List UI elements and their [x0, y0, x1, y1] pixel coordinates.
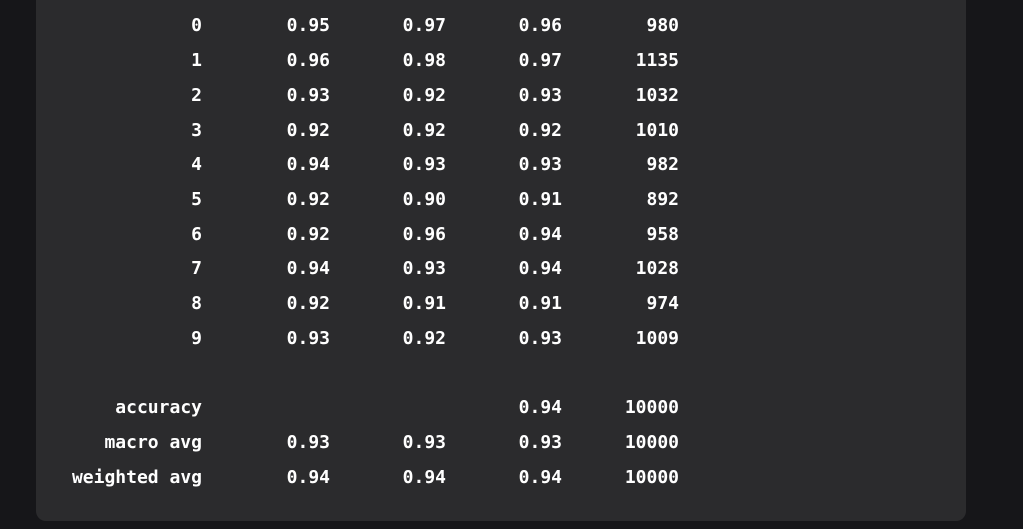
support-value: 958 — [646, 224, 679, 245]
support-value: 10000 — [624, 397, 679, 418]
recall-value: 0.97 — [402, 15, 446, 36]
support-value: 10000 — [624, 432, 679, 453]
precision-value: 0.93 — [286, 328, 330, 349]
f1-score-value: 0.94 — [518, 224, 562, 245]
report-row-class-4: 4 0.94 0.93 0.93 982 — [0, 153, 1023, 177]
summary-label: weighted avg — [71, 467, 202, 488]
report-row-class-5: 5 0.92 0.90 0.91 892 — [0, 188, 1023, 212]
report-row-weighted-avg: weighted avg 0.94 0.94 0.94 10000 — [0, 466, 1023, 490]
report-row-class-1: 1 0.96 0.98 0.97 1135 — [0, 49, 1023, 73]
class-label: 5 — [191, 189, 202, 210]
f1-score-value: 0.94 — [518, 258, 562, 279]
f1-score-value: 0.93 — [518, 432, 562, 453]
code-output-panel — [36, 0, 966, 521]
report-row-class-2: 2 0.93 0.92 0.93 1032 — [0, 84, 1023, 108]
recall-value: 0.98 — [402, 50, 446, 71]
f1-score-value: 0.93 — [518, 154, 562, 175]
precision-value: 0.94 — [286, 154, 330, 175]
class-label: 1 — [191, 50, 202, 71]
precision-value: 0.92 — [286, 120, 330, 141]
class-label: 6 — [191, 224, 202, 245]
recall-value: 0.93 — [402, 154, 446, 175]
precision-value: 0.92 — [286, 293, 330, 314]
support-value: 1010 — [635, 120, 679, 141]
support-value: 1009 — [635, 328, 679, 349]
precision-value: 0.92 — [286, 189, 330, 210]
f1-score-value: 0.91 — [518, 189, 562, 210]
class-label: 9 — [191, 328, 202, 349]
class-label: 2 — [191, 85, 202, 106]
support-value: 982 — [646, 154, 679, 175]
f1-score-value: 0.93 — [518, 85, 562, 106]
precision-value: 0.94 — [286, 467, 330, 488]
report-row-class-3: 3 0.92 0.92 0.92 1010 — [0, 119, 1023, 143]
summary-label: accuracy — [115, 397, 202, 418]
precision-value: 0.96 — [286, 50, 330, 71]
precision-value: 0.93 — [286, 85, 330, 106]
recall-value: 0.96 — [402, 224, 446, 245]
report-row-accuracy: accuracy 0.94 10000 — [0, 396, 1023, 420]
recall-value: 0.91 — [402, 293, 446, 314]
support-value: 1028 — [635, 258, 679, 279]
support-value: 980 — [646, 15, 679, 36]
support-value: 10000 — [624, 467, 679, 488]
recall-value: 0.94 — [402, 467, 446, 488]
f1-score-value: 0.96 — [518, 15, 562, 36]
precision-value — [250, 396, 330, 420]
support-value: 1032 — [635, 85, 679, 106]
recall-value: 0.92 — [402, 328, 446, 349]
precision-value: 0.95 — [286, 15, 330, 36]
class-label: 3 — [191, 120, 202, 141]
class-label: 7 — [191, 258, 202, 279]
class-label: 0 — [191, 15, 202, 36]
report-row-class-8: 8 0.92 0.91 0.91 974 — [0, 292, 1023, 316]
recall-value: 0.92 — [402, 120, 446, 141]
class-label: 8 — [191, 293, 202, 314]
report-row-class-9: 9 0.93 0.92 0.93 1009 — [0, 327, 1023, 351]
f1-score-value: 0.94 — [518, 397, 562, 418]
f1-score-value: 0.93 — [518, 328, 562, 349]
support-value: 974 — [646, 293, 679, 314]
recall-value: 0.93 — [402, 432, 446, 453]
f1-score-value: 0.92 — [518, 120, 562, 141]
report-row-class-7: 7 0.94 0.93 0.94 1028 — [0, 257, 1023, 281]
report-row-macro-avg: macro avg 0.93 0.93 0.93 10000 — [0, 431, 1023, 455]
recall-value — [366, 396, 446, 420]
class-label: 4 — [191, 154, 202, 175]
f1-score-value: 0.94 — [518, 467, 562, 488]
support-value: 1135 — [635, 50, 679, 71]
precision-value: 0.93 — [286, 432, 330, 453]
report-row-class-0: 0 0.95 0.97 0.96 980 — [0, 14, 1023, 38]
recall-value: 0.92 — [402, 85, 446, 106]
f1-score-value: 0.97 — [518, 50, 562, 71]
recall-value: 0.90 — [402, 189, 446, 210]
support-value: 892 — [646, 189, 679, 210]
report-row-class-6: 6 0.92 0.96 0.94 958 — [0, 223, 1023, 247]
f1-score-value: 0.91 — [518, 293, 562, 314]
precision-value: 0.94 — [286, 258, 330, 279]
summary-label: macro avg — [104, 432, 202, 453]
recall-value: 0.93 — [402, 258, 446, 279]
precision-value: 0.92 — [286, 224, 330, 245]
